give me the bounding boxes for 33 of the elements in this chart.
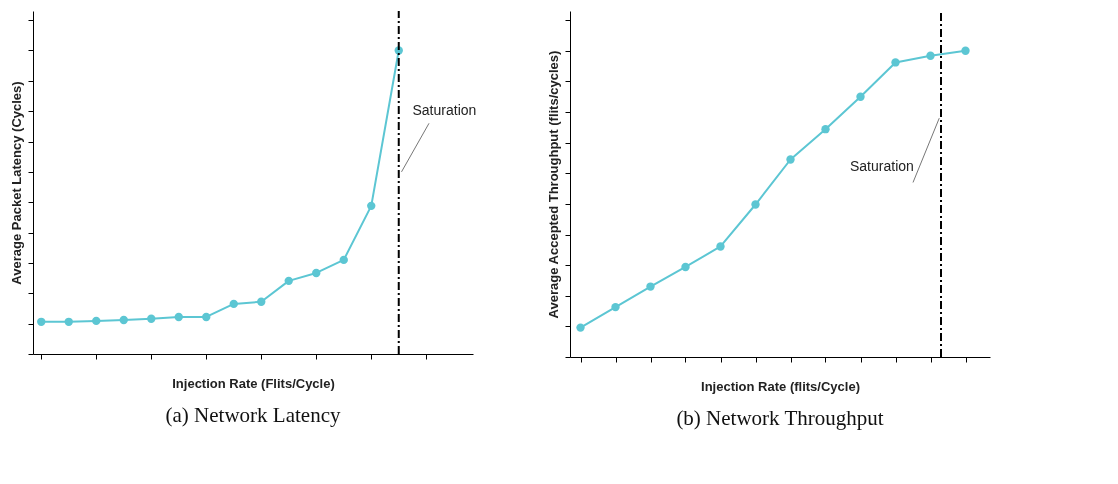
point (576, 323, 585, 332)
text: (a) Network Latency (165, 402, 341, 427)
point (926, 51, 935, 60)
point (284, 276, 293, 286)
point (257, 297, 266, 306)
point (92, 316, 101, 326)
point (147, 314, 156, 323)
point (856, 92, 865, 101)
y-axis-title: Average Packet Latency (Cycles) (9, 81, 24, 285)
point (961, 46, 970, 55)
point (611, 302, 620, 312)
y-axis-title: Average Accepted Throughput (flits/cycles) (546, 50, 561, 319)
point (64, 317, 73, 326)
point (891, 58, 900, 67)
point (37, 317, 46, 326)
text: (b) Network Throughput (676, 405, 884, 430)
point (367, 201, 376, 211)
point (681, 262, 690, 272)
point (786, 155, 795, 164)
point (229, 299, 238, 309)
point (716, 242, 725, 251)
point (312, 268, 321, 278)
annotation: Saturation (412, 102, 477, 119)
x-axis-title: Injection Rate (flits/Cycle) (701, 379, 860, 394)
point (646, 282, 655, 291)
point (339, 255, 348, 265)
point (119, 315, 128, 325)
point (202, 312, 211, 322)
annotation: Saturation (850, 158, 914, 175)
point (821, 125, 830, 134)
point (174, 312, 183, 322)
point (751, 200, 760, 209)
x-axis-title: Injection Rate (Flits/Cycle) (172, 376, 335, 391)
